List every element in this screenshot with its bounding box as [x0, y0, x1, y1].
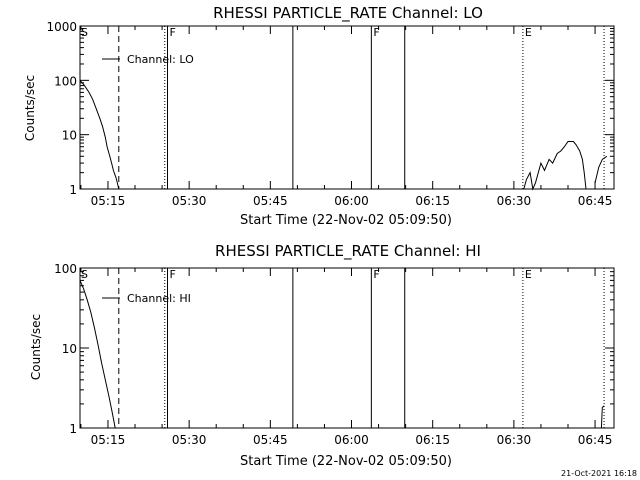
- y-tick-label: 10: [62, 342, 77, 356]
- y-tick-label: 1: [69, 183, 77, 197]
- x-axis-label: Start Time (22-Nov-02 05:09:50): [240, 213, 452, 228]
- y-axis-label: Counts/sec: [29, 314, 43, 380]
- event-markers: S: [81, 26, 88, 39]
- series-line: [594, 155, 608, 183]
- y-ticks: 1 10 100 1000: [46, 20, 614, 197]
- y-tick-label: 100: [54, 74, 77, 88]
- x-axis-label: Start Time (22-Nov-02 05:09:50): [240, 454, 452, 469]
- chart-panel-lo: RHESSI PARTICLE_RATE Channel: LO Counts/…: [23, 4, 615, 228]
- event-marker-label: S: [81, 26, 88, 39]
- chart-panel-hi: RHESSI PARTICLE_RATE Channel: HI Counts/…: [29, 242, 615, 469]
- event-line-label: F: [169, 26, 175, 39]
- x-ticks: 05:15 05:30 05:45 06:00 06:15 06:30 06:45: [80, 268, 613, 447]
- legend-label: Channel: LO: [127, 53, 194, 66]
- x-tick-label: 05:15: [91, 194, 126, 208]
- series-group: [79, 280, 605, 429]
- series-line: [600, 405, 605, 429]
- event-line-label: E: [525, 26, 532, 39]
- x-ticks: 05:15 05:30 05:45 06:00 06:15 06:30 06:45: [80, 26, 613, 208]
- series-group: [79, 79, 608, 191]
- series-line: [79, 280, 116, 429]
- x-tick-label: 06:00: [334, 433, 369, 447]
- x-tick-label: 06:30: [497, 194, 532, 208]
- x-tick-label: 05:45: [253, 194, 288, 208]
- x-tick-label: 05:30: [172, 433, 207, 447]
- x-tick-label: 06:45: [578, 433, 613, 447]
- event-line-label: F: [373, 26, 379, 39]
- y-tick-label: 10: [62, 129, 77, 143]
- x-tick-label: 06:45: [578, 194, 613, 208]
- x-tick-label: 06:30: [497, 433, 532, 447]
- y-axis-label: Counts/sec: [23, 75, 37, 141]
- event-marker-label: S: [81, 268, 88, 281]
- event-markers: S: [81, 268, 88, 281]
- legend: Channel: HI: [102, 292, 191, 305]
- x-tick-label: 05:30: [172, 194, 207, 208]
- x-tick-label: 06:15: [415, 194, 450, 208]
- event-line-label: F: [373, 268, 379, 281]
- series-line: [79, 79, 120, 190]
- legend: Channel: LO: [102, 53, 194, 66]
- legend-label: Channel: HI: [127, 292, 191, 305]
- x-tick-label: 06:00: [334, 194, 369, 208]
- chart-title: RHESSI PARTICLE_RATE Channel: LO: [213, 4, 483, 23]
- event-line-label: F: [169, 268, 175, 281]
- y-tick-label: 1000: [46, 20, 77, 34]
- footer-timestamp: 21-Oct-2021 16:18: [561, 469, 637, 478]
- x-tick-label: 06:15: [415, 433, 450, 447]
- y-tick-label: 1: [69, 422, 77, 436]
- series-line: [523, 141, 587, 191]
- y-tick-label: 100: [54, 262, 77, 276]
- plot-frame: [79, 25, 615, 190]
- y-ticks: 1 10 100: [54, 262, 614, 436]
- x-tick-label: 05:15: [91, 433, 126, 447]
- event-line-label: E: [525, 268, 532, 281]
- x-tick-label: 05:45: [253, 433, 288, 447]
- chart-title: RHESSI PARTICLE_RATE Channel: HI: [215, 242, 481, 261]
